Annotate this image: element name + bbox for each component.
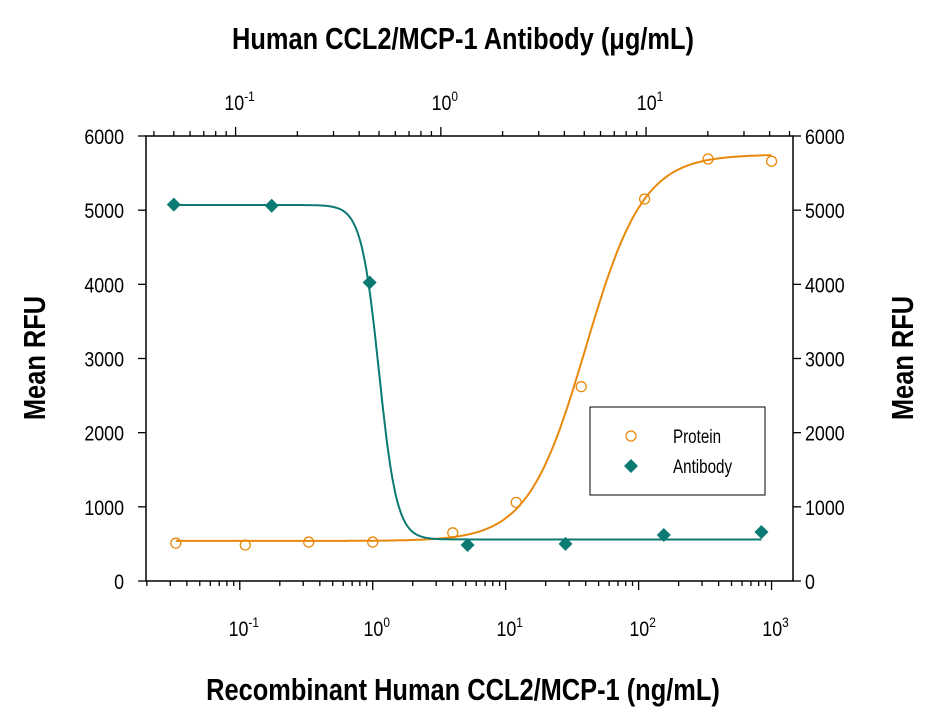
bottom-tick-label: 101	[496, 614, 522, 641]
protein-data-point	[575, 381, 587, 393]
protein-data-point	[765, 155, 778, 167]
left-y-tick-label: 2000	[84, 422, 124, 446]
right-y-tick-label: 1000	[805, 497, 845, 521]
antibody-data-point	[460, 538, 475, 553]
left-y-tick-label: 0	[114, 571, 124, 595]
legend-label-protein: Protein	[673, 425, 721, 447]
left-y-tick-label: 4000	[84, 274, 124, 298]
legend: Protein Antibody	[589, 406, 766, 496]
antibody-data-point	[558, 536, 573, 551]
protein-data-point	[447, 527, 459, 539]
right-y-tick-label: 3000	[805, 348, 845, 372]
top-tick-label: 101	[637, 88, 663, 115]
protein-data-point	[367, 536, 379, 548]
top-tick-label: 10-1	[224, 88, 254, 115]
right-y-tick-label: 0	[805, 571, 815, 595]
left-y-tick-label: 5000	[84, 200, 124, 224]
top-axis-title: Human CCL2/MCP-1 Antibody (μg/mL)	[232, 22, 694, 57]
bottom-tick-label: 10-1	[229, 614, 259, 641]
protein-data-point	[170, 537, 182, 549]
protein-data-point	[638, 193, 651, 205]
plot-frame	[145, 135, 794, 582]
bottom-tick-label: 102	[629, 614, 655, 641]
bottom-tick-label: 103	[762, 614, 788, 641]
legend-box	[589, 406, 766, 496]
antibody-data-point	[166, 197, 181, 212]
right-y-tick-label: 5000	[805, 200, 845, 224]
bottom-axis-title: Recombinant Human CCL2/MCP-1 (ng/mL)	[206, 673, 720, 708]
left-y-tick-label: 6000	[84, 126, 124, 150]
antibody-data-point	[362, 275, 377, 290]
antibody-data-point	[754, 525, 769, 540]
right-y-tick-label: 2000	[805, 422, 845, 446]
protein-data-point	[303, 536, 315, 548]
protein-fit-curve	[175, 154, 772, 542]
left-axis-title: Mean RFU	[18, 296, 53, 420]
left-y-tick-label: 3000	[84, 348, 124, 372]
left-y-tick-label: 1000	[84, 497, 124, 521]
protein-data-point	[702, 153, 714, 165]
antibody-data-point	[264, 198, 279, 213]
legend-marker-antibody	[624, 459, 638, 473]
legend-marker-protein	[625, 430, 637, 442]
legend-label-antibody: Antibody	[673, 455, 732, 477]
protein-data-point	[510, 496, 522, 509]
antibody-data-point	[656, 528, 671, 543]
right-y-tick-label: 6000	[805, 126, 845, 150]
right-axis-title: Mean RFU	[886, 296, 921, 420]
protein-data-point	[239, 539, 251, 551]
right-y-tick-label: 4000	[805, 274, 845, 298]
top-tick-label: 100	[432, 88, 458, 115]
bottom-tick-label: 100	[364, 614, 390, 641]
